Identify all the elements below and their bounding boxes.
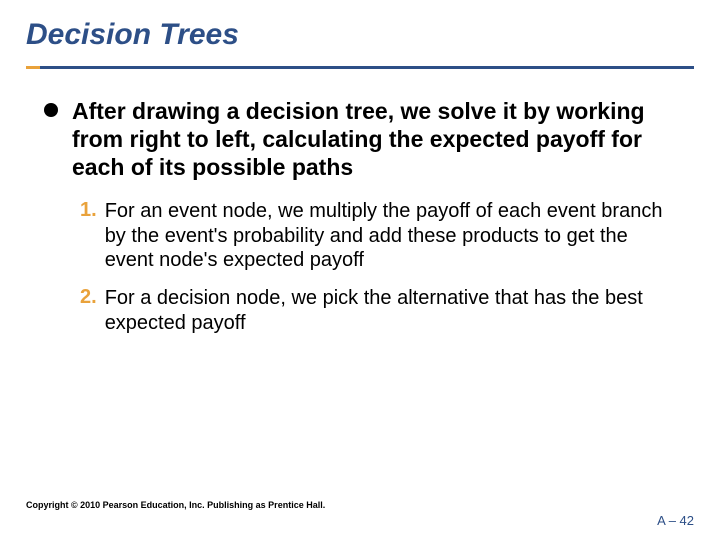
slide: Decision Trees After drawing a decision … xyxy=(0,0,720,540)
bullet-icon xyxy=(44,103,58,117)
main-bullet-text: After drawing a decision tree, we solve … xyxy=(72,97,676,181)
main-bullet-row: After drawing a decision tree, we solve … xyxy=(44,97,676,181)
content-area: After drawing a decision tree, we solve … xyxy=(0,69,720,335)
item-text: For an event node, we multiply the payof… xyxy=(105,199,676,272)
page-number: A – 42 xyxy=(657,513,694,528)
list-item: 2. For a decision node, we pick the alte… xyxy=(80,286,676,335)
item-number: 2. xyxy=(80,286,97,335)
copyright-text: Copyright © 2010 Pearson Education, Inc.… xyxy=(26,500,325,510)
list-item: 1. For an event node, we multiply the pa… xyxy=(80,199,676,272)
slide-title: Decision Trees xyxy=(0,0,720,52)
horizontal-rule xyxy=(26,66,694,69)
numbered-list: 1. For an event node, we multiply the pa… xyxy=(44,181,676,335)
item-number: 1. xyxy=(80,199,97,272)
item-text: For a decision node, we pick the alterna… xyxy=(105,286,676,335)
rule-container xyxy=(0,52,720,69)
